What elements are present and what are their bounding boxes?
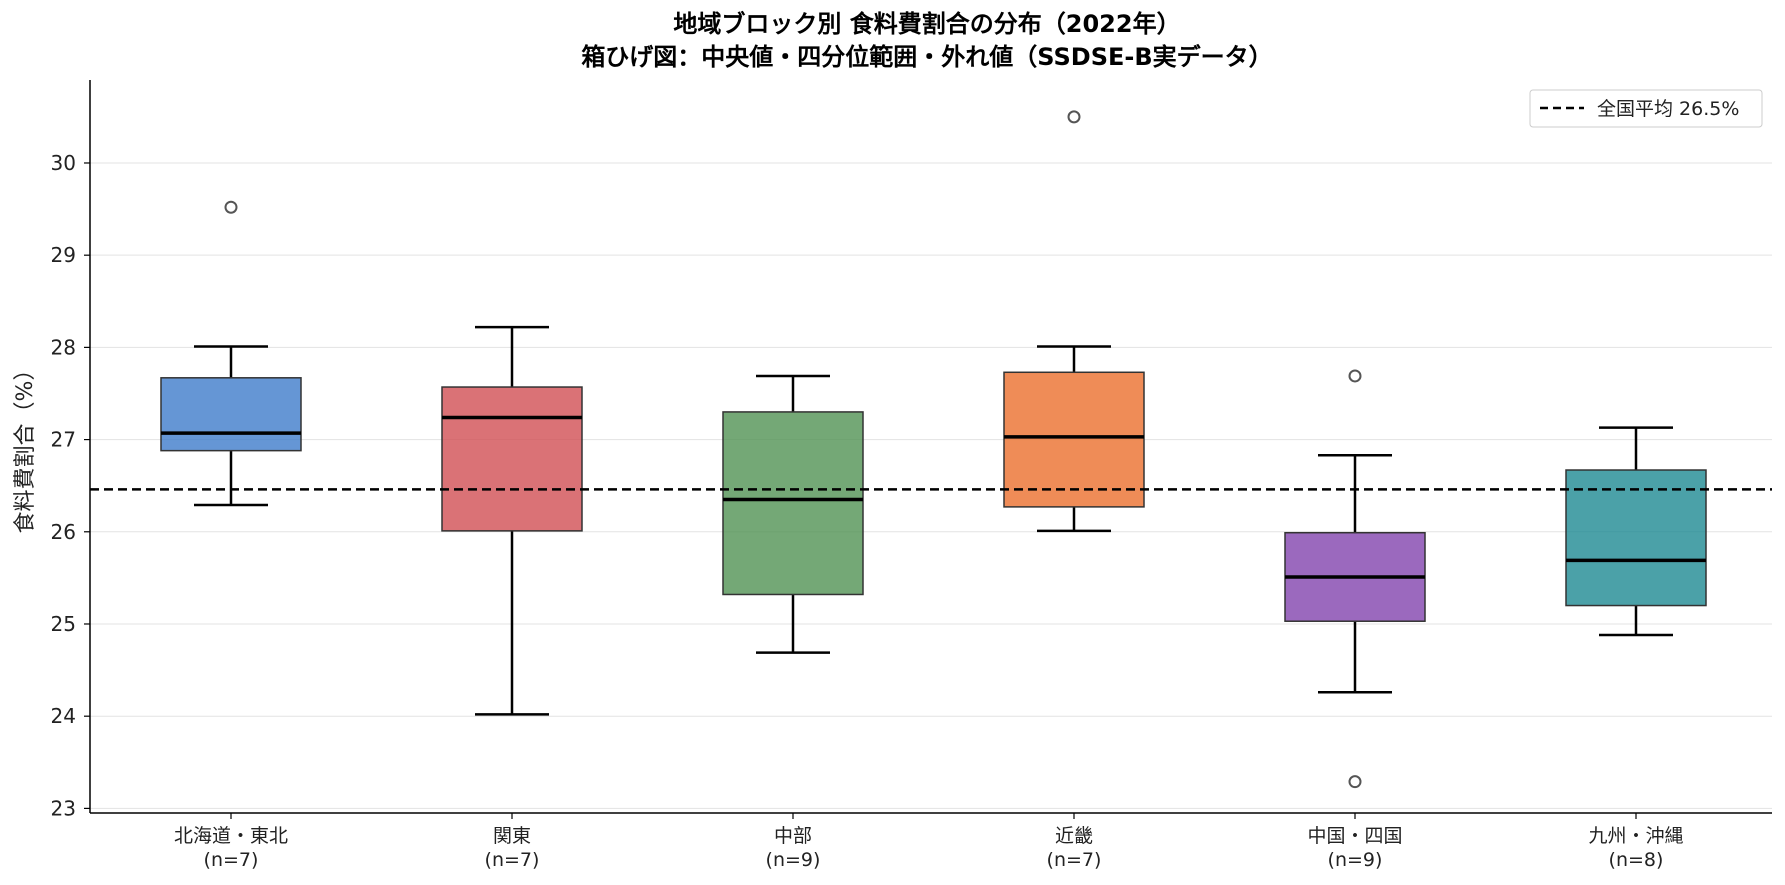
chart-subtitle: 箱ひげ図：中央値・四分位範囲・外れ値（SSDSE-B実データ） (581, 43, 1272, 71)
legend: 全国平均 26.5% (1529, 89, 1763, 128)
iqr-box (441, 386, 583, 532)
box-2 (441, 325, 583, 716)
iqr-box (160, 377, 302, 452)
box-5 (1284, 369, 1426, 789)
x-tick-label: 九州・沖縄 (1588, 825, 1683, 847)
y-tick-label: 30 (51, 151, 76, 175)
box-6 (1565, 426, 1707, 637)
y-tick-label: 28 (51, 335, 76, 359)
box-3 (722, 374, 864, 654)
outlier-point (1348, 369, 1362, 383)
y-ticks: 23 24 25 26 27 28 29 30 (51, 151, 90, 820)
x-ticks: 北海道・東北(n=7)関東(n=7)中部(n=9)近畿(n=7)中国・四国(n=… (174, 813, 1684, 871)
y-tick-label: 29 (51, 243, 76, 267)
box-1 (160, 200, 302, 507)
x-tick-label: 中国・四国 (1307, 825, 1402, 847)
y-tick-label: 26 (51, 520, 76, 544)
chart-title: 地域ブロック別 食料費割合の分布（2022年） (673, 10, 1180, 38)
y-axis-label: 食料費割合（%） (13, 359, 38, 534)
boxes-layer (160, 110, 1707, 789)
x-tick-n-label: (n=9) (1328, 849, 1383, 871)
gridlines (90, 162, 1772, 809)
outlier-point (224, 200, 238, 214)
x-tick-label: 近畿 (1055, 825, 1093, 847)
y-tick-label: 25 (51, 612, 76, 636)
y-tick-label: 24 (51, 704, 76, 728)
outlier-point (1348, 775, 1362, 789)
x-tick-n-label: (n=7) (485, 849, 540, 871)
x-tick-n-label: (n=7) (204, 849, 259, 871)
box-4 (1003, 110, 1145, 533)
x-tick-n-label: (n=9) (766, 849, 821, 871)
x-tick-label: 北海道・東北 (174, 825, 288, 847)
legend-box (1529, 89, 1763, 128)
iqr-box (722, 411, 864, 596)
iqr-box (1565, 469, 1707, 607)
iqr-box (1003, 371, 1145, 508)
y-tick-label: 23 (51, 796, 76, 820)
legend-label: 全国平均 26.5% (1597, 98, 1739, 120)
outlier-point (1067, 110, 1081, 124)
y-tick-label: 27 (51, 428, 76, 452)
x-tick-n-label: (n=7) (1047, 849, 1102, 871)
x-tick-label: 関東 (493, 825, 531, 847)
x-tick-n-label: (n=8) (1609, 849, 1664, 871)
x-tick-label: 中部 (774, 825, 812, 847)
